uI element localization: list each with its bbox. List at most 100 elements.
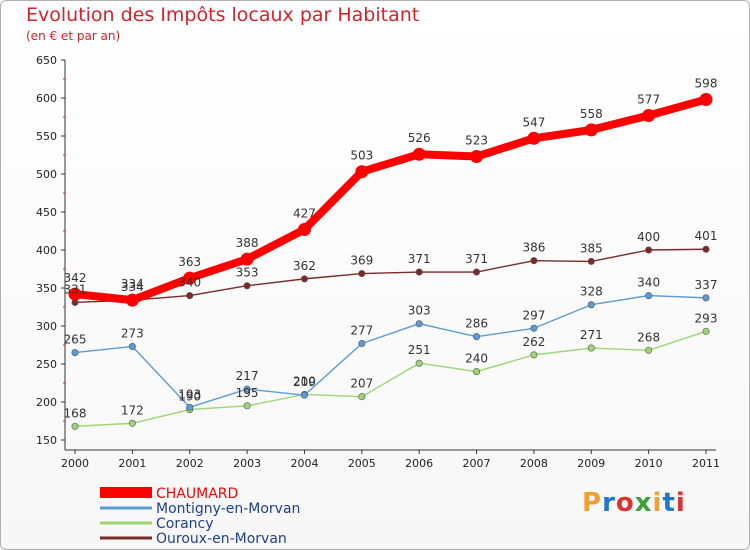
data-label: 271 — [580, 328, 603, 342]
data-label: 190 — [178, 390, 201, 404]
data-point — [702, 294, 710, 302]
logo-letter: t — [662, 488, 676, 518]
data-label: 240 — [465, 352, 488, 366]
data-label: 268 — [637, 330, 660, 344]
data-label: 168 — [64, 406, 87, 420]
legend-label: Corancy — [156, 516, 214, 532]
series-line-1 — [74, 294, 707, 409]
data-label: 340 — [178, 276, 201, 290]
data-label: 340 — [637, 276, 660, 290]
data-label: 217 — [236, 369, 259, 383]
data-point — [645, 292, 653, 300]
proxiti-logo: Proxiti — [582, 488, 686, 518]
data-label: 369 — [350, 254, 373, 268]
legend-swatch — [100, 506, 152, 510]
data-label: 386 — [522, 241, 545, 255]
y-tick-label: 500 — [36, 168, 57, 181]
chart-subtitle: (en € et par an) — [26, 29, 121, 43]
data-label: 427 — [293, 206, 316, 220]
data-point — [587, 257, 595, 265]
data-point — [300, 275, 308, 283]
legend-swatch — [100, 487, 152, 498]
data-label: 577 — [637, 92, 660, 106]
data-point — [71, 422, 79, 430]
data-point — [358, 393, 366, 401]
data-point — [415, 320, 423, 328]
y-tick-label: 600 — [36, 92, 57, 105]
data-label: 209 — [293, 375, 316, 389]
x-tick-label: 2001 — [118, 457, 146, 470]
data-point — [702, 327, 710, 335]
x-tick-label: 2004 — [290, 457, 318, 470]
data-label: 337 — [695, 278, 718, 292]
data-label: 207 — [350, 377, 373, 391]
data-label: 371 — [465, 252, 488, 266]
data-label: 363 — [178, 255, 201, 269]
legend-swatch — [100, 521, 152, 525]
data-label: 277 — [350, 323, 373, 337]
y-tick-label: 450 — [36, 206, 57, 219]
x-tick-label: 2009 — [577, 457, 605, 470]
x-tick-label: 2007 — [463, 457, 491, 470]
data-point — [584, 123, 598, 137]
data-point — [587, 301, 595, 309]
y-tick-label: 550 — [36, 130, 57, 143]
y-tick-label: 200 — [36, 396, 57, 409]
legend-label: CHAUMARD — [156, 486, 238, 502]
y-tick-label: 350 — [36, 282, 57, 295]
data-point — [530, 324, 538, 332]
chart-title: Evolution des Impôts locaux par Habitant — [26, 4, 420, 26]
x-tick-label: 2006 — [405, 457, 433, 470]
data-point — [128, 419, 136, 427]
data-point — [243, 402, 251, 410]
logo-letter: x — [634, 488, 653, 518]
legend-label: Montigny-en-Morvan — [156, 501, 300, 517]
data-label: 342 — [64, 271, 87, 285]
data-label: 401 — [695, 229, 718, 243]
x-tick-label: 2005 — [348, 457, 376, 470]
data-label: 265 — [64, 333, 87, 347]
data-label: 210 — [293, 374, 316, 388]
data-point — [645, 346, 653, 354]
data-point — [355, 165, 369, 179]
series-line-2 — [74, 330, 707, 428]
data-point — [358, 270, 366, 278]
x-tick-label: 2003 — [233, 457, 261, 470]
data-point — [243, 385, 251, 393]
data-point — [186, 403, 194, 411]
data-point — [473, 333, 481, 341]
data-label: 353 — [236, 266, 259, 280]
data-point — [183, 271, 197, 285]
data-point — [68, 287, 82, 301]
y-tick-label: 300 — [36, 320, 57, 333]
logo-letter: i — [652, 488, 663, 518]
data-point — [300, 391, 308, 399]
data-point — [702, 245, 710, 253]
data-label: 523 — [465, 134, 488, 148]
x-tick-label: 2010 — [635, 457, 663, 470]
data-label: 286 — [465, 317, 488, 331]
logo-letter: i — [675, 488, 686, 518]
data-point — [473, 368, 481, 376]
x-tick-label: 2002 — [176, 457, 204, 470]
y-tick-label: 400 — [36, 244, 57, 257]
data-label: 303 — [408, 304, 431, 318]
data-label: 385 — [580, 241, 603, 255]
data-point — [71, 349, 79, 357]
data-point — [297, 222, 311, 236]
data-point — [527, 131, 541, 145]
data-label: 388 — [236, 236, 259, 250]
series-line-0 — [74, 95, 708, 305]
data-point — [415, 359, 423, 367]
data-label: 598 — [695, 77, 718, 91]
data-point — [642, 108, 656, 122]
data-point — [186, 292, 194, 300]
y-tick-label: 250 — [36, 358, 57, 371]
data-label: 251 — [408, 343, 431, 357]
data-point — [587, 344, 595, 352]
data-label: 331 — [64, 282, 87, 296]
data-label: 371 — [408, 252, 431, 266]
data-point — [240, 252, 254, 266]
